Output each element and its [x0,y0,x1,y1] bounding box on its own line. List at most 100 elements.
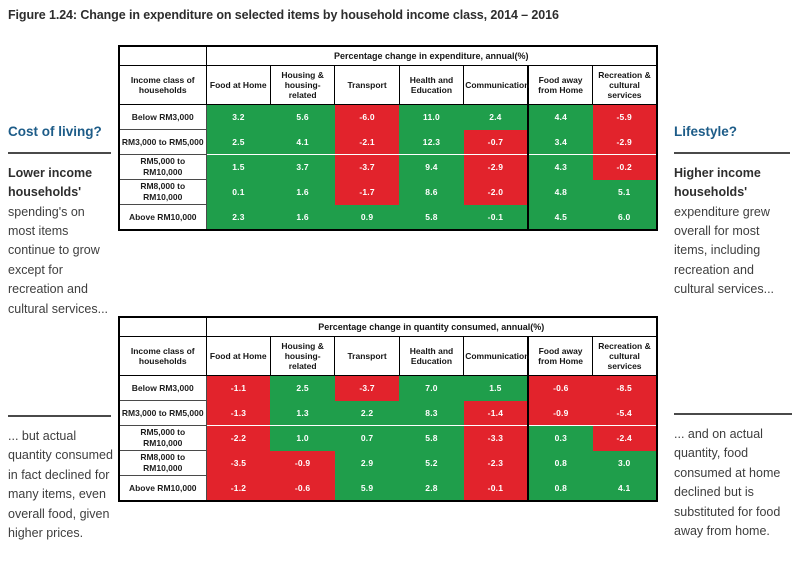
heatmap-cell: 5.2 [399,450,464,476]
row-label: Below RM3,000 [118,104,207,130]
table-row: Above RM10,000 2.3 1.6 0.9 5.8 -0.1 4.5 6.0 [118,204,657,231]
row-label: RM3,000 to RM5,000 [118,400,207,426]
heatmap-cell: 11.0 [399,104,464,130]
heatmap-cell: 0.8 [527,450,593,476]
quantity-heatmap-table: Percentage change in quantity consumed, … [118,316,660,502]
heatmap-cell: 1.0 [270,425,335,451]
row-label: RM8,000 to RM10,000 [118,450,207,476]
heatmap-cell: -0.1 [463,475,529,501]
table-row: RM3,000 to RM5,000 2.5 4.1 -2.1 12.3 -0.7 3.4-… [118,129,657,155]
row-label: RM5,000 to RM10,000 [118,154,207,180]
heatmap-cell: -1.2 [206,475,271,501]
paragraph-lead: Higher income households' [674,165,761,200]
column-header: Recreation & cultural services [592,65,658,105]
table-row: Below RM3,000 -1.1 2.5 -3.7 7.0 1.5 -0.6 -8.5 [118,375,657,401]
heatmap-cell: 2.5 [206,129,271,155]
heatmap-cell: -2.2 [206,425,271,451]
heatmap-cell: 0.8 [527,475,593,501]
heatmap-cell: -2.9 [463,154,529,180]
table-row: RM8,000 to RM10,000 0.1 1.6 -1.7 8.6 -2.0 4.8 5… [118,179,657,205]
heatmap-cell: 2.8 [399,475,464,501]
paragraph-body: spending's on most items continue to gro… [8,204,109,316]
heatmap-cell: 4.1 [592,475,657,501]
heatmap-cell: -5.9 [592,104,657,130]
paragraph-lead: Lower income households' [8,165,93,200]
right-bottom-paragraph: ... and on actual quantity, food consume… [674,427,781,538]
heatmap-cell: -2.3 [463,450,529,476]
corner-cell [118,45,207,66]
heatmap-cell: -1.3 [206,400,271,426]
row-header-label: Income class of households [118,336,207,376]
heatmap-cell: 0.3 [527,425,593,451]
heatmap-table: Percentage change in expenditure, annual… [118,45,658,231]
corner-cell [118,316,207,337]
heatmap-cell: -0.9 [527,400,593,426]
heatmap-cell: 1.5 [206,154,271,180]
column-header: Food at Home [205,65,271,105]
column-header: Food away from Home [527,65,594,105]
right-top-paragraph: Higher income households' expenditure gr… [674,164,795,300]
expenditure-heatmap-table: Percentage change in expenditure, annual… [118,45,660,231]
heatmap-cell: 1.5 [463,375,529,401]
heatmap-cell: 1.6 [270,179,335,205]
column-header: Recreation & cultural services [592,336,658,376]
heatmap-cell: -2.1 [334,129,400,155]
heatmap-cell: 5.8 [399,204,464,230]
heatmap-cell: 6.0 [592,204,657,230]
heatmap-cell: 3.2 [206,104,271,130]
column-header: Food at Home [205,336,271,376]
heatmap-cell: 2.3 [206,204,271,230]
heatmap-cell: 4.5 [527,204,593,230]
column-header: Transport [334,336,400,376]
heatmap-cell: -0.6 [270,475,335,501]
divider-line [8,151,111,154]
heatmap-cell: -3.3 [463,425,529,451]
heatmap-cell: 2.5 [270,375,335,401]
heatmap-cell: -0.7 [463,129,529,155]
heatmap-cell: 5.6 [270,104,335,130]
divider-line [8,415,111,417]
annotation-left-bottom: ... but actual quantity consumed in fact… [8,406,115,543]
divider-line [674,151,791,154]
left-top-heading: Cost of living? [8,124,102,139]
row-label: RM8,000 to RM10,000 [118,179,207,205]
heatmap-cell: -0.6 [527,375,593,401]
column-header: Housing & housing-related [269,65,336,105]
annotation-right-top: Lifestyle? Higher income households' exp… [674,122,795,300]
table-span-header: Percentage change in quantity consumed, … [205,316,658,337]
column-header: Housing & housing-related [269,336,336,376]
column-header: Communication [463,65,529,105]
heatmap-cell: 8.3 [399,400,464,426]
annotation-left-top: Cost of living? Lower income households'… [8,122,115,319]
heatmap-cell: -0.1 [463,204,529,230]
table-span-header: Percentage change in expenditure, annual… [205,45,658,66]
heatmap-cell: -3.7 [334,375,400,401]
column-header: Health and Education [398,65,465,105]
heatmap-cell: -5.4 [592,400,657,426]
heatmap-cell: 8.6 [399,179,464,205]
heatmap-cell: 3.7 [270,154,335,180]
heatmap-cell: 4.4 [527,104,593,130]
row-label: RM3,000 to RM5,000 [118,129,207,155]
heatmap-cell: 2.9 [334,450,400,476]
heatmap-cell: -0.9 [270,450,335,476]
annotation-right-bottom: ... and on actual quantity, food consume… [674,404,797,541]
heatmap-cell: 7.0 [399,375,464,401]
table-row: Below RM3,000 3.2 5.6 -6.0 11.0 2.4 4.4 -5.9 [118,104,657,130]
heatmap-cell: -0.2 [592,154,657,180]
heatmap-cell: 3.4 [527,129,593,155]
heatmap-cell: 1.6 [270,204,335,230]
heatmap-cell: -8.5 [592,375,657,401]
heatmap-cell: -3.7 [334,154,400,180]
heatmap-cell: 2.4 [463,104,529,130]
heatmap-cell: 0.7 [334,425,400,451]
left-top-paragraph: Lower income households' spending's on m… [8,164,115,319]
heatmap-cell: -2.9 [592,129,657,155]
heatmap-cell: 12.3 [399,129,464,155]
heatmap-cell: 9.4 [399,154,464,180]
heatmap-cell: 4.3 [527,154,593,180]
table-row: RM5,000 to RM10,000 -2.2 1.0 0.7 5.8 -3.3 0.3-… [118,425,657,451]
table-row: RM8,000 to RM10,000 -3.5 -0.9 2.9 5.2 -2.3 0.8… [118,450,657,476]
heatmap-cell: 0.1 [206,179,271,205]
divider-line [674,413,793,415]
